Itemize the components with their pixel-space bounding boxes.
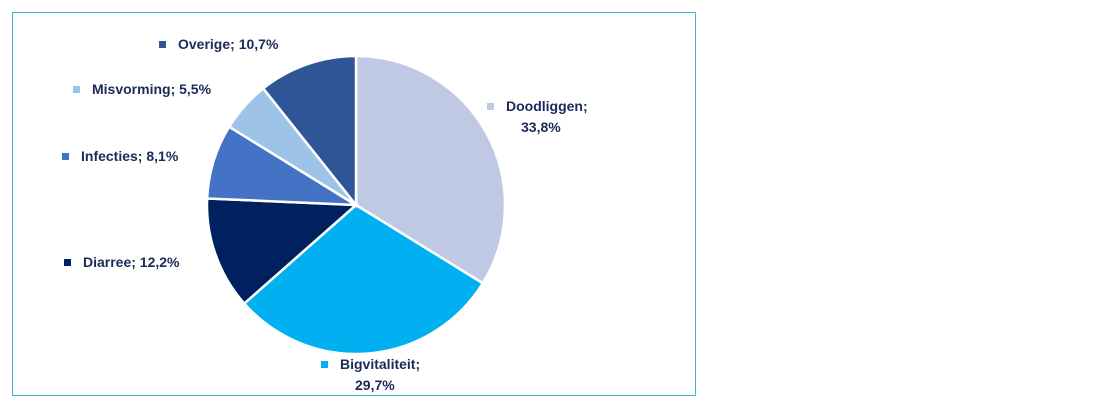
- data-label-text: Bigvitaliteit;: [340, 356, 420, 372]
- pie-slice-overige: [261, 54, 358, 209]
- pie-slice-bigvitaliteit: [242, 203, 485, 356]
- data-label-text: Misvorming; 5,5%: [92, 81, 212, 97]
- data-label-overige: Overige; 10,7%: [159, 36, 279, 52]
- data-label-text: 33,8%: [521, 119, 561, 135]
- pie-labels: Doodliggen; 33,8% Bigvitaliteit; 29,7% Diarr…: [62, 36, 588, 393]
- chart-frame: Doodliggen; 33,8% Bigvitaliteit; 29,7% Diarr…: [12, 12, 696, 396]
- legend-marker-bigvitaliteit: [321, 361, 328, 368]
- data-label-doodliggen: Doodliggen; 33,8%: [487, 98, 588, 135]
- data-label-infecties: Infecties; 8,1%: [62, 148, 179, 164]
- data-label-text: Overige; 10,7%: [178, 36, 279, 52]
- data-label-text: Diarree; 12,2%: [83, 254, 180, 270]
- legend-marker-doodliggen: [487, 103, 494, 110]
- pie-chart: Doodliggen; 33,8% Bigvitaliteit; 29,7% Diarr…: [62, 36, 588, 393]
- data-label-text: Infecties; 8,1%: [81, 148, 179, 164]
- data-label-text: 29,7%: [355, 377, 395, 393]
- data-label-diarree: Diarree; 12,2%: [64, 254, 180, 270]
- pie-slices: [205, 54, 507, 356]
- legend-marker-overige: [159, 41, 166, 48]
- pie-slice-doodliggen: [354, 54, 507, 285]
- pie-slice-diarree: [205, 197, 360, 306]
- legend-marker-diarree: [64, 259, 71, 266]
- legend-marker-misvorming: [73, 86, 80, 93]
- data-label-misvorming: Misvorming; 5,5%: [73, 81, 212, 97]
- data-label-text: Doodliggen;: [506, 98, 588, 114]
- legend-marker-infecties: [62, 153, 69, 160]
- data-label-bigvitaliteit: Bigvitaliteit; 29,7%: [321, 356, 420, 393]
